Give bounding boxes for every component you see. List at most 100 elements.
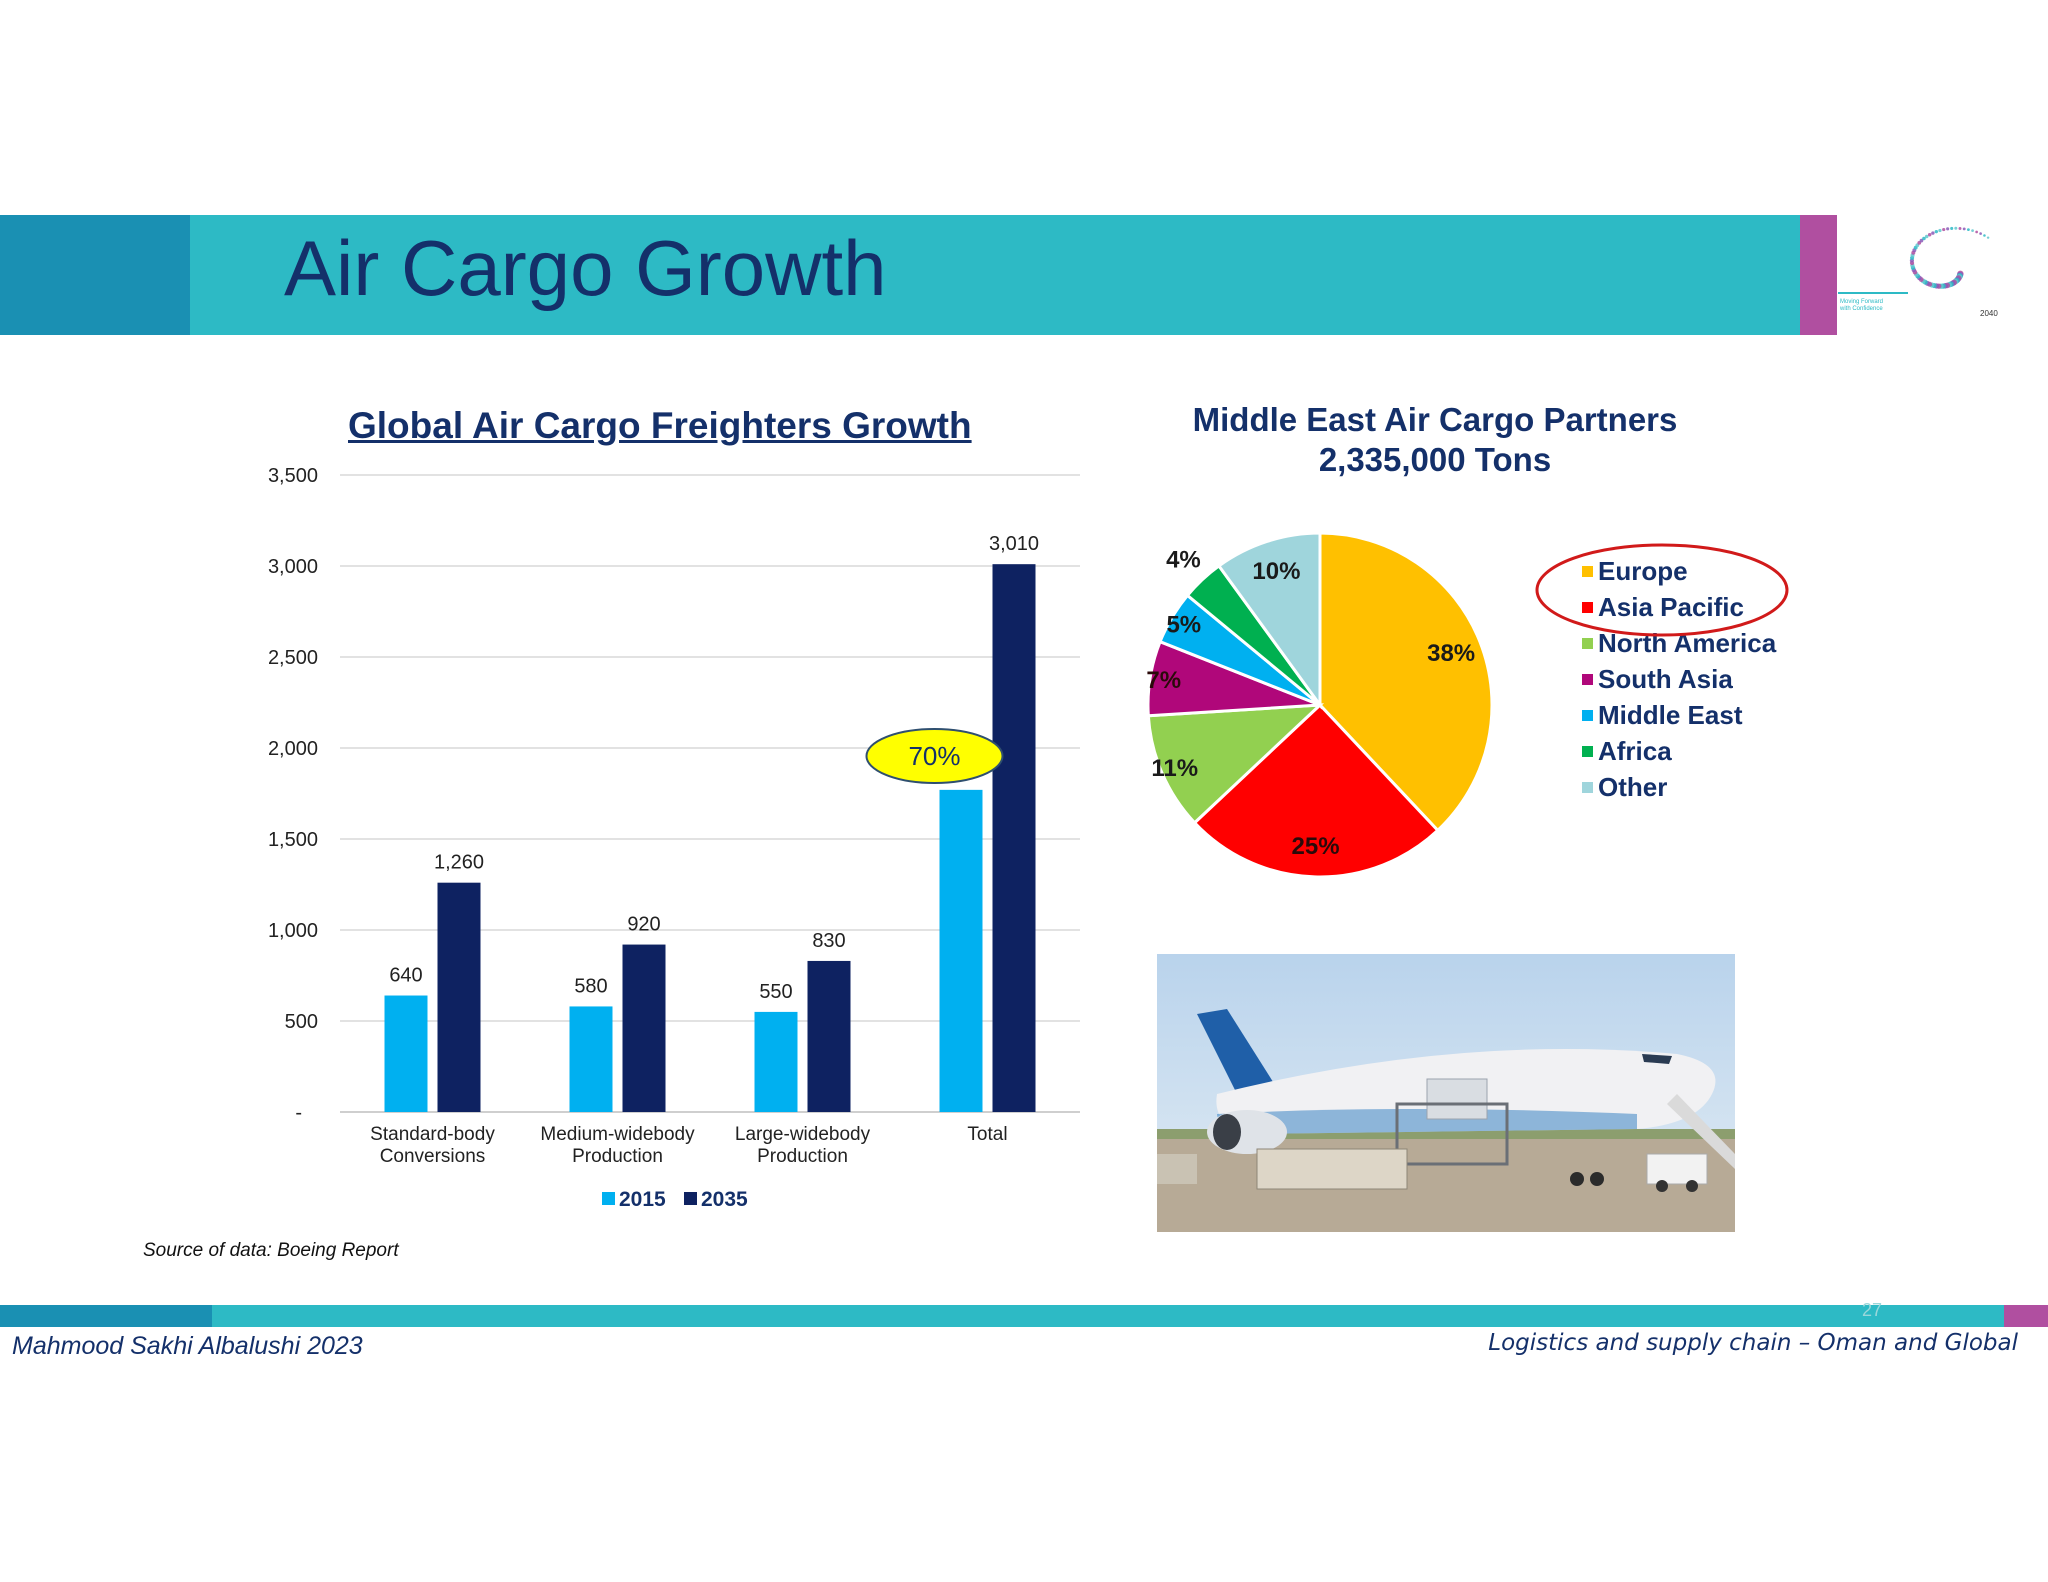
legend-label-2035: 2035 (701, 1188, 748, 1211)
legend-label-2015: 2015 (619, 1188, 666, 1211)
pie-slice-europe (1318, 531, 1494, 833)
bar-2015-3 (939, 789, 983, 1112)
logo-dot (1922, 236, 1926, 241)
pie-title-line-1: Middle East Air Cargo Partners (1192, 401, 1678, 438)
header-left-block (0, 215, 190, 335)
pie-legend-swatch (1582, 782, 1593, 793)
logo-dot (1950, 226, 1954, 230)
pie-slice-label: 11% (1151, 755, 1198, 782)
footer-author: Mahmood Sakhi Albalushi 2023 (12, 1332, 363, 1360)
pie-slice-label: 4% (1166, 547, 1201, 574)
bar-2015-0 (384, 995, 428, 1112)
pie-chart-title: Middle East Air Cargo Partners 2,335,000… (1120, 400, 1750, 480)
y-tick-label: 3,500 (268, 465, 318, 487)
legend-swatch-2035 (684, 1192, 697, 1205)
pie-slice-north-america (1146, 703, 1325, 825)
pie-legend-swatch (1582, 674, 1593, 685)
bar-chart: - 500 1,000 1,500 2,000 2,500 3,000 3,500 640 1,2… (268, 465, 1080, 1211)
pie-legend-label: Europe (1598, 556, 1688, 586)
footer-band (0, 1305, 2048, 1327)
logo-line-1: Moving Forward (1840, 299, 1883, 305)
bar-value-label: 920 (627, 914, 660, 936)
pie-legend-swatch (1582, 746, 1593, 757)
y-tick-label: 1,000 (268, 920, 318, 942)
y-tick-label: 2,000 (268, 738, 318, 760)
logo-dot (1938, 228, 1942, 233)
bar-value-label: 580 (574, 975, 607, 997)
pie-legend-label: Middle East (1598, 700, 1743, 730)
bar-2035-3 (992, 564, 1036, 1112)
bar-2035-2 (807, 960, 851, 1112)
bar-value-label: 1,260 (434, 852, 484, 874)
pie-title-line-2: 2,335,000 Tons (1318, 441, 1552, 478)
pie-slice-label: 10% (1252, 558, 1300, 585)
legend-swatch-2015 (602, 1192, 615, 1205)
logo-dot (1986, 236, 1990, 239)
logo-dot (1958, 226, 1962, 230)
cargo-plane-photo (1157, 954, 1735, 1232)
pie-legend-label: South Asia (1598, 664, 1733, 694)
logo-dot (1924, 234, 1929, 239)
source-note: Source of data: Boeing Report (143, 1240, 399, 1261)
dotted-swirl-logo-icon (1909, 226, 1990, 289)
pie-slice-label: 7% (1146, 667, 1181, 694)
logo-dot (1931, 231, 1935, 235)
header-band (0, 215, 1837, 335)
y-tick-label: 1,500 (268, 829, 318, 851)
logo-year: 2040 (1980, 309, 1998, 318)
logo-dot (1942, 227, 1946, 232)
x-category-label: Standard-body (370, 1124, 495, 1145)
y-tick-label: 3,000 (268, 556, 318, 578)
bar-2015-2 (754, 1011, 798, 1112)
logo-dot (1934, 230, 1938, 234)
x-category-label: Production (572, 1146, 663, 1167)
pie-legend-label: Asia Pacific (1598, 592, 1744, 622)
x-category-label: Total (967, 1124, 1007, 1145)
logo-dot (1927, 232, 1932, 237)
footer-topic: Logistics and supply chain – Oman and Gl… (1488, 1330, 2018, 1356)
bar-value-label: 640 (389, 965, 422, 987)
y-tick-label: 2,500 (268, 647, 318, 669)
pie-slice-label: 25% (1292, 833, 1340, 860)
bar-value-label: 550 (759, 981, 792, 1003)
x-category-label: Production (757, 1146, 848, 1167)
logo-dot (1983, 234, 1986, 237)
bar-2015-1 (569, 1006, 613, 1112)
footer-left-block (0, 1305, 212, 1327)
pie-legend-label: Africa (1598, 736, 1672, 766)
bar-value-label: 830 (812, 930, 845, 952)
bar-value-label: 3,010 (989, 533, 1039, 555)
logo-dot (1975, 230, 1978, 234)
pie-slice-label: 38% (1427, 640, 1475, 667)
bar-chart-title: Global Air Cargo Freighters Growth (348, 405, 972, 446)
logo-dot (1954, 226, 1958, 230)
pie-slice-asia-pacific (1192, 702, 1440, 879)
logo-dot (1919, 238, 1924, 243)
growth-annotation-bubble (865, 728, 1004, 784)
pie-legend-swatch (1582, 638, 1593, 649)
y-tick-label: - (295, 1102, 302, 1124)
pie-slice-other (1216, 531, 1322, 710)
logo-dot (1962, 227, 1966, 231)
growth-annotation-text: 70% (908, 741, 960, 771)
logo-dot (1979, 232, 1982, 235)
x-category-label: Large-widebody (735, 1124, 871, 1145)
pie-slice-label: 5% (1166, 611, 1201, 638)
x-category-label: Conversions (380, 1146, 486, 1167)
logo-dot (1946, 227, 1950, 231)
bar-2035-1 (622, 944, 666, 1112)
bar-2035-0 (437, 882, 481, 1112)
logo-dot (1917, 241, 1922, 245)
pie-legend-label: Other (1598, 772, 1667, 802)
footer-accent-block (2004, 1305, 2048, 1327)
pie-legend-swatch (1582, 566, 1593, 577)
header-accent-block (1800, 215, 1837, 335)
legend-highlight-ellipse (1535, 543, 1789, 637)
logo-dot (1971, 229, 1974, 233)
vision-logo: Moving Forward with Confidence 2040 (1838, 226, 1998, 318)
pie-legend-swatch (1582, 602, 1593, 613)
x-category-label: Medium-widebody (540, 1124, 695, 1145)
slide-title: Air Cargo Growth (284, 224, 887, 312)
y-tick-label: 500 (285, 1011, 318, 1033)
